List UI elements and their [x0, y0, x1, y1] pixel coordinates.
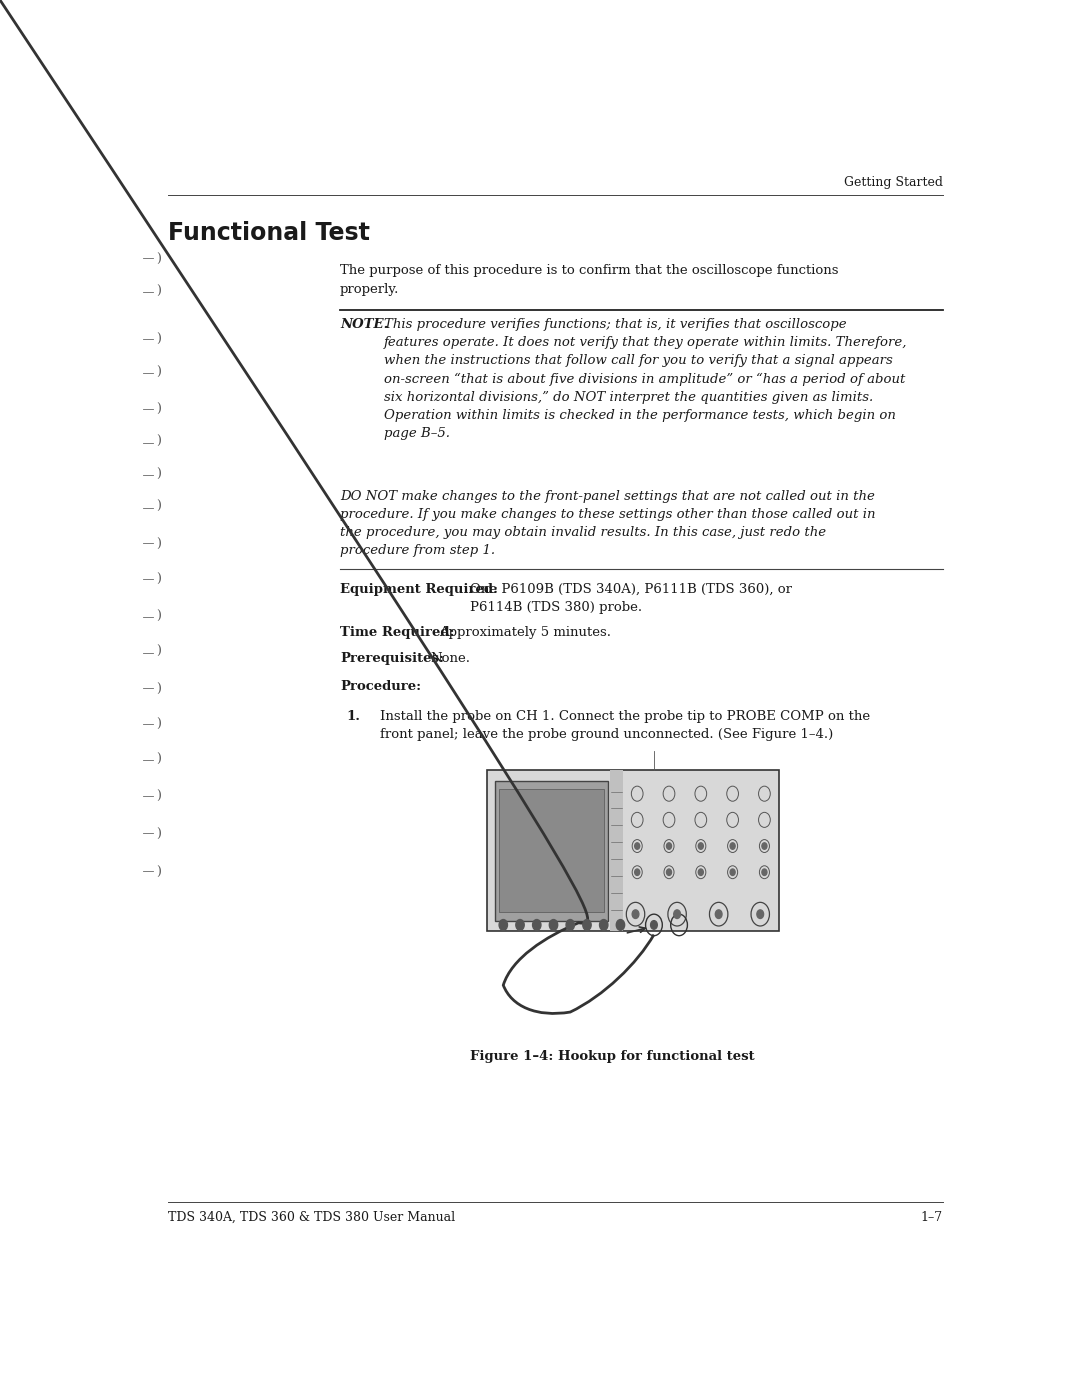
Text: ): )	[156, 791, 161, 803]
Text: ): )	[156, 718, 161, 732]
Text: Functional Test: Functional Test	[168, 222, 370, 246]
Text: Getting Started: Getting Started	[843, 176, 943, 189]
Text: ): )	[156, 828, 161, 841]
Text: ): )	[156, 366, 161, 379]
Text: Figure 1–4: Hookup for functional test: Figure 1–4: Hookup for functional test	[470, 1049, 755, 1063]
Circle shape	[730, 869, 735, 876]
Bar	[486, 770, 780, 932]
Text: ): )	[156, 573, 161, 587]
Bar	[610, 770, 623, 932]
Circle shape	[599, 919, 608, 930]
Circle shape	[583, 919, 591, 930]
Text: ): )	[156, 866, 161, 879]
Text: ): )	[156, 645, 161, 658]
Circle shape	[650, 921, 658, 929]
Circle shape	[635, 842, 639, 849]
Circle shape	[666, 842, 672, 849]
Text: Approximately 5 minutes.: Approximately 5 minutes.	[438, 626, 611, 638]
Circle shape	[715, 909, 723, 918]
Text: This procedure verifies functions; that is, it verifies that oscilloscope
featur: This procedure verifies functions; that …	[383, 319, 907, 440]
Text: The purpose of this procedure is to confirm that the oscilloscope functions
prop: The purpose of this procedure is to conf…	[340, 264, 838, 296]
Circle shape	[757, 909, 764, 918]
Text: Equipment Required:: Equipment Required:	[340, 583, 498, 597]
Circle shape	[761, 869, 767, 876]
Circle shape	[699, 842, 703, 849]
Bar	[495, 781, 608, 921]
Circle shape	[499, 919, 508, 930]
Text: ): )	[156, 285, 161, 298]
Text: ): )	[156, 683, 161, 696]
Text: Procedure:: Procedure:	[340, 680, 421, 693]
Text: ): )	[156, 468, 161, 481]
Circle shape	[532, 919, 541, 930]
Text: ): )	[156, 609, 161, 623]
Text: TDS 340A, TDS 360 & TDS 380 User Manual: TDS 340A, TDS 360 & TDS 380 User Manual	[168, 1211, 456, 1224]
Text: DO NOT make changes to the front-panel settings that are not called out in the
p: DO NOT make changes to the front-panel s…	[340, 490, 876, 557]
Circle shape	[632, 909, 639, 918]
Text: ): )	[156, 500, 161, 513]
Text: ): )	[156, 436, 161, 448]
Circle shape	[761, 842, 767, 849]
Circle shape	[516, 919, 524, 930]
Text: 1.: 1.	[347, 710, 361, 722]
Circle shape	[699, 869, 703, 876]
Circle shape	[674, 909, 680, 918]
Text: ): )	[156, 253, 161, 265]
Circle shape	[550, 919, 557, 930]
Circle shape	[566, 919, 575, 930]
Text: ): )	[156, 404, 161, 416]
Text: NOTE.: NOTE.	[340, 319, 389, 331]
Bar	[499, 789, 604, 912]
Text: ): )	[156, 753, 161, 766]
Text: None.: None.	[431, 651, 471, 665]
Circle shape	[730, 842, 735, 849]
Circle shape	[666, 869, 672, 876]
Circle shape	[635, 869, 639, 876]
Circle shape	[617, 919, 624, 930]
Text: Time Required:: Time Required:	[340, 626, 455, 638]
Text: ): )	[156, 334, 161, 346]
Text: ): )	[156, 538, 161, 550]
Text: Prerequisites:: Prerequisites:	[340, 651, 444, 665]
Text: 1–7: 1–7	[920, 1211, 943, 1224]
Text: Install the probe on CH 1. Connect the probe tip to PROBE COMP on the
front pane: Install the probe on CH 1. Connect the p…	[380, 710, 870, 740]
Text: One P6109B (TDS 340A), P6111B (TDS 360), or
P6114B (TDS 380) probe.: One P6109B (TDS 340A), P6111B (TDS 360),…	[470, 583, 792, 613]
